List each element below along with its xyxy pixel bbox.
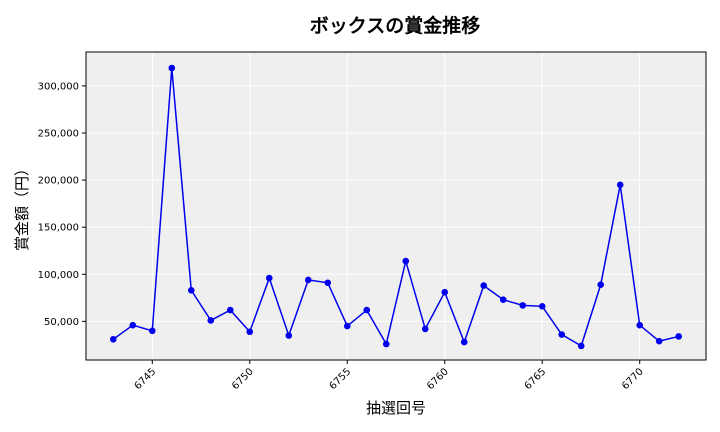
x-tick-label: 6750 [230, 366, 256, 392]
plot-area [86, 52, 706, 360]
y-tick-label: 150,000 [38, 223, 79, 234]
data-point [382, 340, 390, 348]
data-point [499, 296, 507, 304]
data-point [265, 274, 273, 282]
data-point [285, 332, 293, 339]
data-point [480, 282, 488, 289]
data-point [168, 64, 176, 72]
data-point [558, 331, 566, 338]
data-point [246, 328, 254, 336]
y-axis-label: 賞金額（円） [13, 161, 31, 251]
data-point [226, 306, 234, 314]
data-point [616, 181, 624, 189]
x-tick-label: 6765 [523, 366, 549, 392]
data-point [441, 288, 449, 296]
data-point [187, 286, 195, 294]
data-point [363, 306, 371, 314]
data-point [655, 337, 663, 345]
data-point [129, 321, 137, 329]
data-point [109, 335, 117, 343]
data-point [675, 333, 683, 340]
data-point [402, 257, 410, 265]
y-tick-label: 50,000 [44, 317, 79, 328]
data-point [460, 338, 468, 346]
data-point [421, 325, 429, 333]
x-axis-label: 抽選回号 [366, 399, 426, 417]
series-line-path [112, 67, 679, 347]
x-tick-label: 6760 [425, 366, 451, 392]
y-tick-label: 300,000 [38, 81, 79, 92]
data-point [519, 302, 527, 309]
data-point [636, 321, 644, 329]
series-line [109, 64, 683, 350]
x-tick-label: 6770 [620, 366, 646, 392]
data-point [304, 276, 312, 284]
x-tick-label: 6755 [328, 366, 354, 392]
y-tick-label: 200,000 [38, 176, 79, 187]
y-tick-label: 250,000 [38, 129, 79, 140]
data-point [597, 281, 605, 288]
data-point [577, 342, 585, 350]
data-point [324, 279, 332, 287]
data-point [207, 317, 215, 324]
plot-frame [85, 51, 707, 361]
chart-title: ボックスの賞金推移 [310, 14, 480, 37]
y-tick-label: 100,000 [38, 270, 79, 281]
data-point [343, 322, 351, 330]
x-tick-label: 6745 [133, 366, 159, 392]
data-point [148, 327, 156, 335]
data-point [538, 303, 546, 310]
